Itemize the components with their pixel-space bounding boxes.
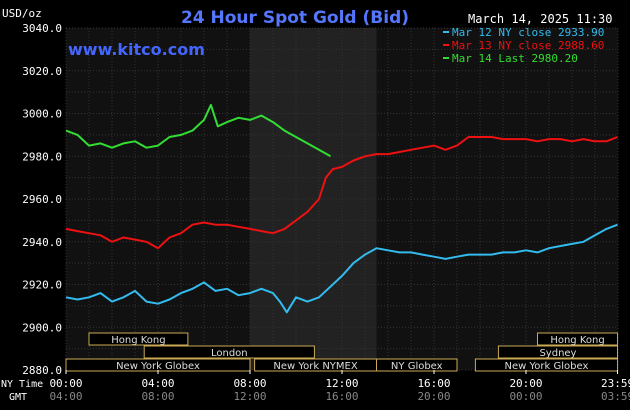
x-tick-label-gmt: 20:00 xyxy=(417,390,450,403)
session-label-5: NY Globex xyxy=(391,361,443,372)
session-bar-1 xyxy=(88,332,189,346)
x-axis: NY Time GMT 00:0004:0004:0008:0008:0012:… xyxy=(1,370,630,403)
x-tick-label-ny: 20:00 xyxy=(509,377,542,390)
x-tick-label-gmt: 04:00 xyxy=(49,390,82,403)
x-tick-label-ny: 16:00 xyxy=(417,377,450,390)
series-line-3 xyxy=(65,103,331,158)
session-label-1: Hong Kong xyxy=(111,335,165,346)
watermark: www.kitco.com xyxy=(68,40,205,59)
y-tick-label: 2940.0 xyxy=(22,236,62,249)
gmt-row-label: GMT xyxy=(9,392,27,403)
y-tick-label: 2920.0 xyxy=(22,279,62,292)
y-tick-label: 2900.0 xyxy=(22,321,62,334)
y-tick-label: 2880.0 xyxy=(22,364,62,377)
session-label-2: London xyxy=(211,348,248,359)
x-tick-label-gmt: 08:00 xyxy=(141,390,174,403)
plot-area: 2880.0 2900.0 2920.0 2940.0 2960.0 2980.0 3000… xyxy=(22,22,619,377)
session-bar-8 xyxy=(474,358,619,372)
series-line-2 xyxy=(65,136,618,250)
y-tick-label: 3000.0 xyxy=(22,108,62,121)
trading-sessions: Hong Kong London New York Globex New York N… xyxy=(65,332,619,372)
ny-time-row-label: NY Time xyxy=(1,379,43,390)
y-tick-label: 3040.0 xyxy=(22,22,62,35)
x-tick-label-gmt: 00:00 xyxy=(509,390,542,403)
session-label-8: New York Globex xyxy=(505,361,589,372)
session-label-7: Sydney xyxy=(539,348,576,359)
session-label-3: New York Globex xyxy=(116,361,200,372)
series-line-1 xyxy=(65,223,618,314)
x-tick-label-ny: 23:59 xyxy=(601,377,630,390)
chart-title: 24 Hour Spot Gold (Bid) xyxy=(181,8,409,28)
legend-entry-2: Mar 13 NY close 2988.60 xyxy=(452,39,604,52)
y-tick-label: 3020.0 xyxy=(22,65,62,78)
x-tick-label-ny: 04:00 xyxy=(141,377,174,390)
nymex-session-band xyxy=(250,28,377,370)
session-bar-6 xyxy=(537,332,619,346)
x-tick-label-gmt: 12:00 xyxy=(233,390,266,403)
y-tick-label: 2960.0 xyxy=(22,193,62,206)
chart-date: March 14, 2025 11:30 xyxy=(468,12,613,26)
legend-entry-1: Mar 12 NY close 2933.90 xyxy=(452,26,604,39)
x-tick-label-ny: 00:00 xyxy=(49,377,82,390)
session-bar-5 xyxy=(376,358,458,372)
session-bar-7 xyxy=(497,345,619,359)
session-label-6: Hong Kong xyxy=(550,335,604,346)
session-bar-2 xyxy=(143,345,315,359)
legend-entry-3: Mar 14 Last 2980.20 xyxy=(452,52,578,65)
y-tick-label: 2980.0 xyxy=(22,150,62,163)
x-tick-label-ny: 08:00 xyxy=(233,377,266,390)
x-tick-label-gmt: 16:00 xyxy=(325,390,358,403)
x-tick-label-ny: 12:00 xyxy=(325,377,358,390)
x-tick-label-gmt: 03:59 xyxy=(601,390,630,403)
y-axis-label: USD/oz xyxy=(2,7,42,20)
session-label-4: New York NYMEX xyxy=(273,361,358,372)
